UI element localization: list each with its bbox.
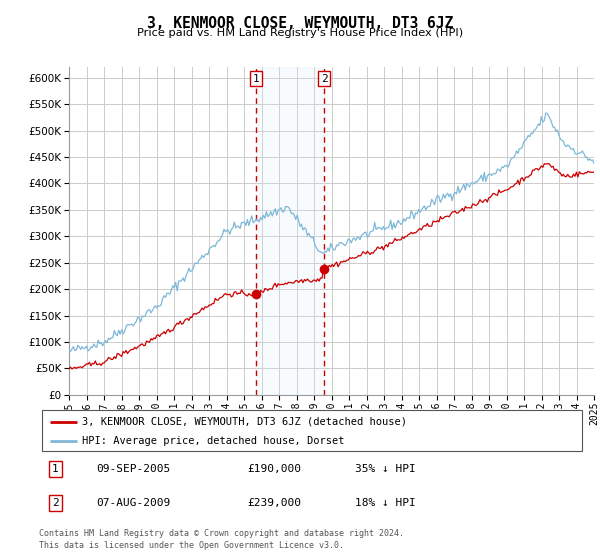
Text: 09-SEP-2005: 09-SEP-2005 xyxy=(96,464,170,474)
Text: Contains HM Land Registry data © Crown copyright and database right 2024.: Contains HM Land Registry data © Crown c… xyxy=(39,529,404,538)
Text: This data is licensed under the Open Government Licence v3.0.: This data is licensed under the Open Gov… xyxy=(39,541,344,550)
Text: 18% ↓ HPI: 18% ↓ HPI xyxy=(355,498,416,508)
Text: 35% ↓ HPI: 35% ↓ HPI xyxy=(355,464,416,474)
Text: HPI: Average price, detached house, Dorset: HPI: Average price, detached house, Dors… xyxy=(83,436,345,446)
Text: 07-AUG-2009: 07-AUG-2009 xyxy=(96,498,170,508)
Text: £190,000: £190,000 xyxy=(247,464,301,474)
Text: 1: 1 xyxy=(253,74,259,83)
Bar xyxy=(256,67,324,395)
Text: 3, KENMOOR CLOSE, WEYMOUTH, DT3 6JZ: 3, KENMOOR CLOSE, WEYMOUTH, DT3 6JZ xyxy=(147,16,453,31)
Text: £239,000: £239,000 xyxy=(247,498,301,508)
Text: 1: 1 xyxy=(52,464,59,474)
Text: Price paid vs. HM Land Registry's House Price Index (HPI): Price paid vs. HM Land Registry's House … xyxy=(137,28,463,38)
Text: 3, KENMOOR CLOSE, WEYMOUTH, DT3 6JZ (detached house): 3, KENMOOR CLOSE, WEYMOUTH, DT3 6JZ (det… xyxy=(83,417,407,427)
Text: 2: 2 xyxy=(52,498,59,508)
Text: 2: 2 xyxy=(321,74,328,83)
